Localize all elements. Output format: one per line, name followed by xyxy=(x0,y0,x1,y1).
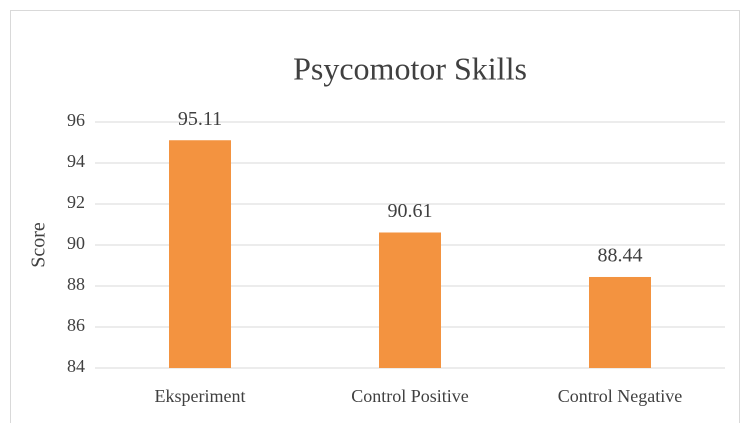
y-axis-label: Score xyxy=(28,222,50,268)
bar xyxy=(589,276,651,368)
x-tick-label: Control Negative xyxy=(558,386,682,406)
y-tick-label: 90 xyxy=(67,233,85,253)
bar xyxy=(379,232,441,368)
y-tick-label: 92 xyxy=(67,192,85,212)
y-tick-label: 96 xyxy=(67,110,85,130)
x-tick-label: Control Positive xyxy=(351,386,469,406)
y-tick-label: 84 xyxy=(67,356,85,376)
value-label: 90.61 xyxy=(388,200,433,222)
value-label: 88.44 xyxy=(598,245,643,267)
value-label: 95.11 xyxy=(178,108,222,130)
x-tick-label: Eksperiment xyxy=(155,386,246,406)
y-tick-label: 94 xyxy=(67,151,85,171)
y-tick-label: 86 xyxy=(67,315,85,335)
bar xyxy=(169,140,231,368)
chart-title: Psycomotor Skills xyxy=(293,50,527,86)
y-tick-label: 88 xyxy=(67,274,85,294)
